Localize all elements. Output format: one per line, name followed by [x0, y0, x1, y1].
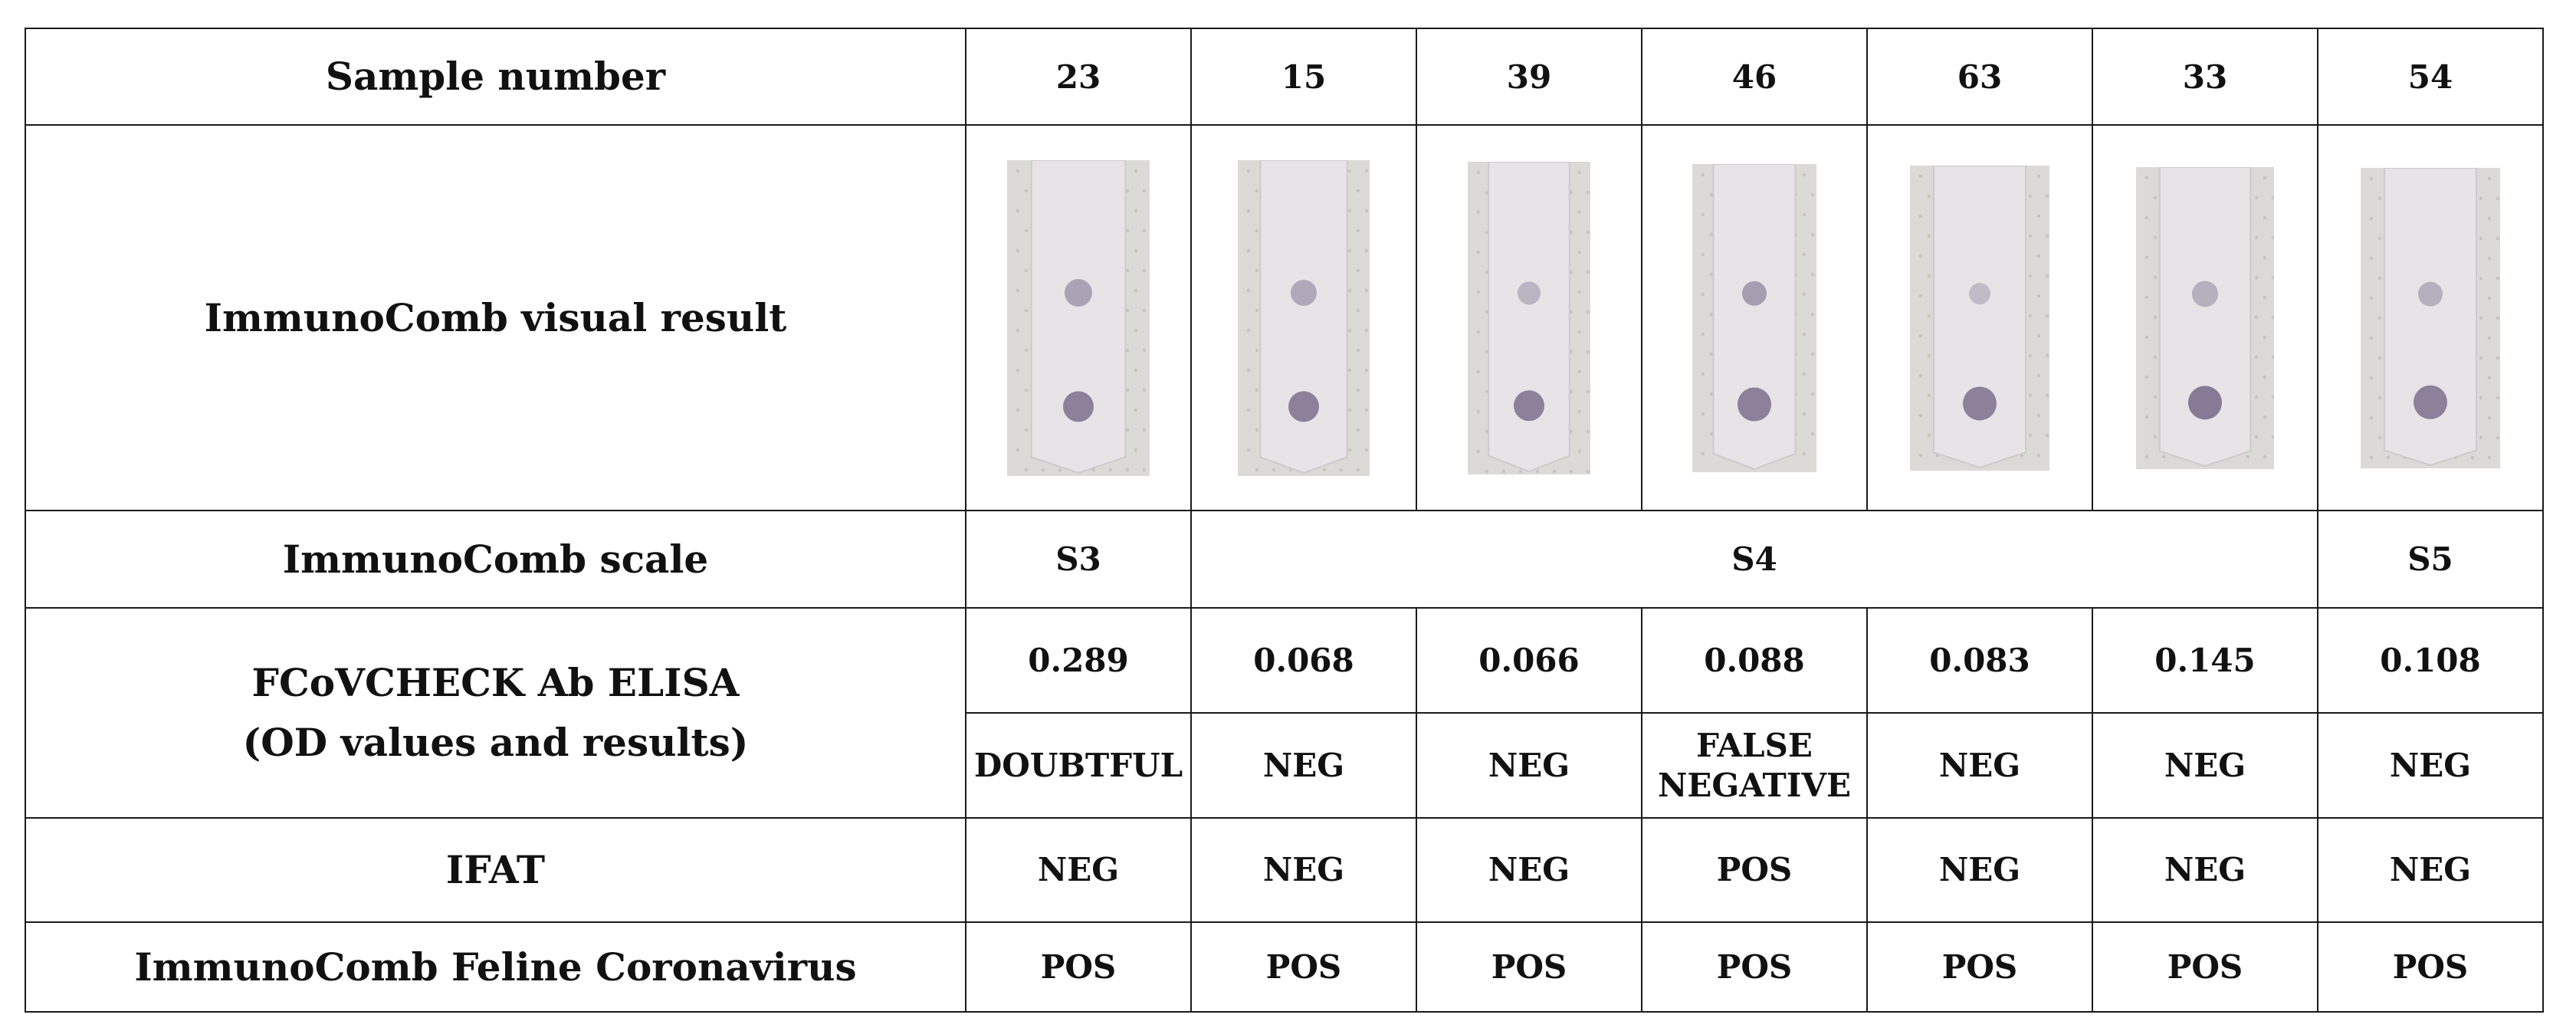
sample-number-cell: 23: [965, 28, 1192, 126]
immunocomb-cell: POS: [965, 921, 1192, 1013]
test-strip-image: [1692, 163, 1816, 472]
elisa-result-cell: FALSE NEGATIVE: [1641, 712, 1868, 819]
test-strip-image: [2361, 167, 2500, 468]
label-immunocomb-fcov: ImmunoComb Feline Coronavirus: [25, 921, 966, 1013]
strip-cell: [1416, 124, 1642, 511]
od-value-cell: 0.289: [965, 607, 1192, 714]
elisa-result-cell: DOUBTFUL: [965, 712, 1192, 819]
scale-cell: S5: [2317, 510, 2544, 609]
sample-number-cell: 15: [1190, 28, 1417, 126]
ifat-cell: NEG: [2092, 817, 2318, 923]
row-ifat: IFAT NEG NEG NEG POS NEG NEG NEG: [25, 817, 2544, 923]
strip-cell: [2317, 124, 2544, 511]
ifat-cell: POS: [1641, 817, 1868, 923]
sample-number-cell: 33: [2092, 28, 2318, 126]
row-visual-result: ImmunoComb visual result: [25, 124, 2544, 511]
elisa-result-line2: NEGATIVE: [1657, 766, 1852, 804]
sample-number-cell: 54: [2317, 28, 2544, 126]
label-elisa: FCoVCHECK Ab ELISA (OD values and result…: [25, 607, 966, 819]
test-strip-image: [2136, 166, 2274, 469]
od-value-cell: 0.083: [1866, 607, 2093, 714]
sample-number-cell: 63: [1866, 28, 2093, 126]
test-strip-image: [1468, 161, 1590, 474]
immunocomb-cell: POS: [1641, 921, 1868, 1013]
od-value-cell: 0.068: [1190, 607, 1417, 714]
od-value-cell: 0.066: [1416, 607, 1642, 714]
label-sample-number: Sample number: [25, 28, 966, 126]
strip-cell: [965, 124, 1192, 511]
od-value-cell: 0.088: [1641, 607, 1868, 714]
od-value-cell: 0.145: [2092, 607, 2318, 714]
row-elisa-od: FCoVCHECK Ab ELISA (OD values and result…: [25, 607, 2544, 819]
immunocomb-cell: POS: [1416, 921, 1642, 1013]
sample-number-cell: 39: [1416, 28, 1642, 126]
strip-cell: [1641, 124, 1868, 511]
od-value-cell: 0.108: [2317, 607, 2544, 714]
elisa-result-cell: NEG: [1416, 712, 1642, 819]
ifat-cell: NEG: [1416, 817, 1642, 923]
ifat-cell: NEG: [1190, 817, 1417, 923]
ifat-cell: NEG: [965, 817, 1192, 923]
label-ifat: IFAT: [25, 817, 966, 923]
scale-cell: S3: [965, 510, 1192, 609]
elisa-result-line1: FALSE: [1696, 726, 1813, 764]
strip-cell: [2092, 124, 2318, 511]
immunocomb-cell: POS: [1190, 921, 1417, 1013]
label-scale: ImmunoComb scale: [25, 510, 966, 609]
test-strip-image: [1007, 159, 1150, 476]
elisa-result-cell: NEG: [1866, 712, 2093, 819]
elisa-result-cell: NEG: [1190, 712, 1417, 819]
ifat-cell: NEG: [1866, 817, 2093, 923]
ifat-cell: NEG: [2317, 817, 2544, 923]
row-immunocomb-fcov: ImmunoComb Feline Coronavirus POS POS PO…: [25, 921, 2544, 1013]
immunocomb-cell: POS: [2317, 921, 2544, 1013]
results-table: Sample number 23 15 39 46 63 33 54 Immun…: [25, 28, 2544, 1013]
sample-number-cell: 46: [1641, 28, 1868, 126]
row-elisa-result: DOUBTFUL NEG NEG FALSE NEGATIVE NEG NEG …: [25, 712, 2544, 819]
row-sample-number: Sample number 23 15 39 46 63 33 54: [25, 28, 2544, 126]
scale-cell: S4: [1190, 510, 2318, 609]
row-scale: ImmunoComb scale S3 S4 S5: [25, 510, 2544, 609]
elisa-result-cell: NEG: [2092, 712, 2318, 819]
test-strip-image: [1910, 165, 2049, 471]
strip-cell: [1866, 124, 2093, 511]
strip-cell: [1190, 124, 1417, 511]
test-strip-image: [1238, 159, 1370, 476]
label-elisa-line1: FCoVCHECK Ab ELISA: [251, 660, 740, 705]
immunocomb-cell: POS: [1866, 921, 2093, 1013]
label-elisa-line2: (OD values and results): [242, 720, 749, 765]
immunocomb-cell: POS: [2092, 921, 2318, 1013]
label-visual-result: ImmunoComb visual result: [25, 124, 966, 511]
elisa-result-cell: NEG: [2317, 712, 2544, 819]
